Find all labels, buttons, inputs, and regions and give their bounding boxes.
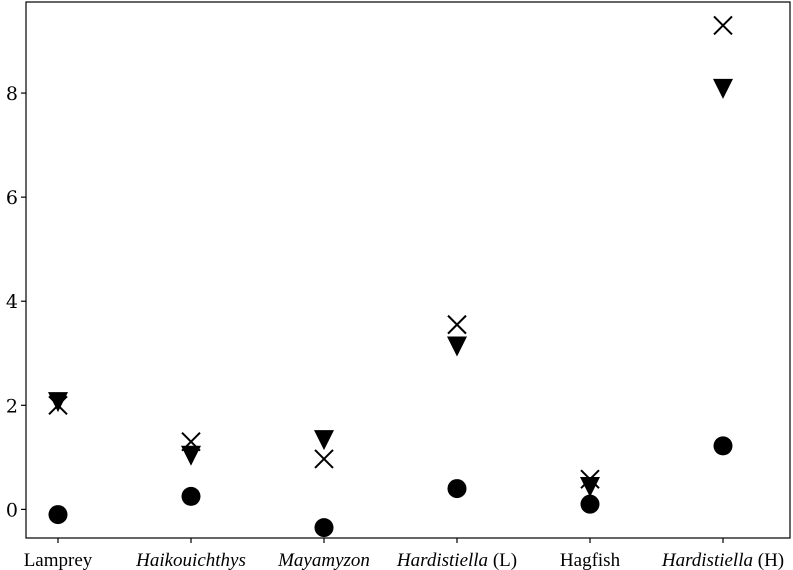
- triangle-down-marker: [48, 392, 68, 413]
- cross-marker: [713, 15, 733, 36]
- x-tick-label: Hardistiella (L): [396, 550, 517, 570]
- cross-marker: [314, 449, 334, 469]
- triangle-down-marker: [580, 476, 600, 497]
- y-tick-label: 0: [6, 499, 18, 521]
- x-tick-label: Lamprey: [24, 550, 93, 570]
- cross-marker: [447, 314, 467, 335]
- y-tick-label: 8: [6, 83, 18, 105]
- circle-marker: [181, 486, 201, 506]
- triangle-down-marker: [314, 430, 334, 451]
- x-tick-label: Haikouichthys: [135, 550, 246, 570]
- y-axis-ticks: 0 2 4 6 8: [6, 83, 26, 521]
- x-tick-label: Mayamyzon: [277, 550, 370, 570]
- y-tick-label: 2: [6, 395, 18, 417]
- circle-marker: [447, 479, 467, 499]
- plot-area-border: [25, 1, 791, 539]
- circle-marker: [48, 505, 68, 525]
- circle-marker: [314, 518, 334, 538]
- plot-frame: [25, 1, 791, 539]
- circle-marker: [713, 436, 733, 456]
- triangle-down-marker: [713, 78, 733, 99]
- triangle-down-marker: [447, 336, 467, 357]
- x-tick-label: Hardistiella (H): [661, 550, 784, 570]
- triangle-down-marker: [181, 445, 201, 466]
- y-tick-label: 6: [6, 187, 18, 209]
- circle-marker: [580, 494, 600, 514]
- x-tick-label: Hagfish: [560, 550, 621, 570]
- y-tick-label: 4: [6, 291, 18, 313]
- x-axis-ticks: Lamprey Haikouichthys Mayamyzon Hardistiell…: [24, 538, 784, 570]
- data-markers: [48, 15, 733, 538]
